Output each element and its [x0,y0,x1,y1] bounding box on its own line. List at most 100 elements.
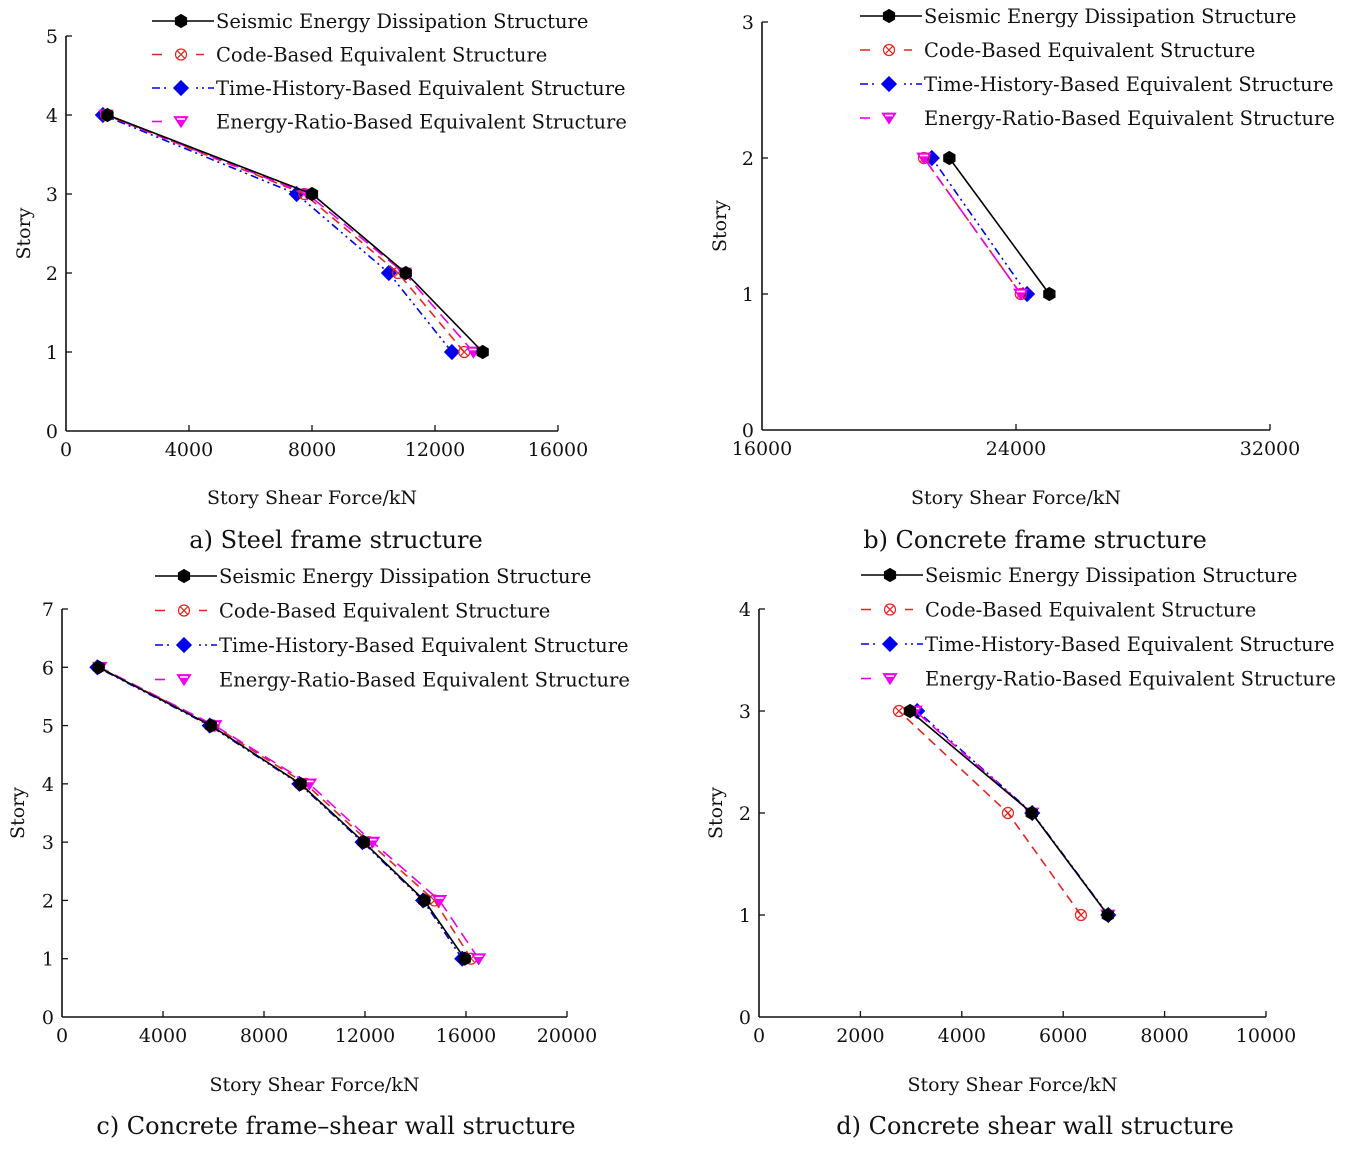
x-axis-label: Story Shear Force/kN [207,487,417,509]
legend-item: Time-History-Based Equivalent Structure [152,77,626,100]
x-tick-label: 10000 [1236,1025,1296,1047]
series-line [898,710,1082,916]
legend-item: Seismic Energy Dissipation Structure [860,5,1296,28]
legend-label: Code-Based Equivalent Structure [925,599,1256,622]
legend-label: Time-History-Based Equivalent Structure [216,77,626,100]
y-tick-label: 1 [739,905,751,927]
chart-panel-d: 0 2000 4000 6000 8000 10000 0 1 2 3 4 Story Shear F… [705,564,1336,1140]
legend-triangle-down-marker [173,116,189,129]
x-tick-label: 12000 [405,439,465,461]
x-axis-label: Story Shear Force/kN [908,1074,1118,1096]
y-axis-label: Story [705,787,727,839]
y-tick-label: 2 [46,263,58,285]
legend-circle-x-marker [883,603,897,616]
series-triangle-down-c [92,661,487,966]
legend-label: Seismic Energy Dissipation Structure [219,565,591,588]
x-tick-label: 24000 [986,438,1046,460]
legend-triangle-down-marker [176,674,192,687]
legend-item: Time-History-Based Equivalent Structure [860,73,1334,96]
x-tick-label: 12000 [335,1025,395,1047]
legend: Seismic Energy Dissipation Structure Code… [861,564,1336,691]
x-tick-label: 16000 [528,439,588,461]
series-circle-x-a [99,108,471,359]
y-tick-label: 0 [739,1007,751,1029]
series-line [102,114,453,353]
legend-circle-x-marker [174,48,188,61]
legend-item: Seismic Energy Dissipation Structure [155,565,591,588]
y-tick-label: 3 [46,184,58,206]
legend-item: Time-History-Based Equivalent Structure [861,633,1335,656]
legend-label: Seismic Energy Dissipation Structure [924,5,1296,28]
data-point-hexagon-marker [943,150,956,166]
x-tick-label: 8000 [1140,1025,1188,1047]
x-tick-label: 16000 [732,438,792,460]
y-tick-label: 2 [739,803,751,825]
y-tick-label: 1 [742,284,754,306]
legend-diamond-marker [175,636,193,654]
series-line [105,114,475,353]
legend-item: Energy-Ratio-Based Equivalent Structure [861,668,1336,691]
panel-caption: c) Concrete frame–shear wall structure [96,1112,575,1140]
x-axis-label: Story Shear Force/kN [210,1074,420,1096]
legend-label: Energy-Ratio-Based Equivalent Structure [924,107,1335,130]
x-axis-label: Story Shear Force/kN [911,487,1121,509]
panel-caption: a) Steel frame structure [189,526,482,554]
legend-triangle-down-marker [882,673,898,686]
legend-label: Seismic Energy Dissipation Structure [216,10,588,33]
panel-caption: b) Concrete frame structure [863,526,1207,554]
x-tick-label: 4000 [938,1025,986,1047]
data-point-hexagon-marker [399,265,412,281]
x-tick-label: 16000 [436,1025,496,1047]
x-tick-label: 0 [56,1025,68,1047]
legend-label: Code-Based Equivalent Structure [924,39,1255,62]
panel-caption: d) Concrete shear wall structure [836,1112,1234,1140]
legend-item: Seismic Energy Dissipation Structure [861,564,1297,587]
legend-item: Time-History-Based Equivalent Structure [155,634,629,657]
series-line [105,114,465,353]
y-tick-label: 5 [46,26,58,48]
series-line [96,666,463,960]
series-line [107,114,484,353]
data-point-triangle-down-marker [470,953,487,966]
x-tick-label: 4000 [139,1025,187,1047]
data-point-hexagon-marker [92,660,105,675]
y-tick-label: 4 [46,105,58,127]
y-tick-label: 2 [742,148,754,170]
chart-panel-c: 0 4000 8000 12000 16000 20000 0 1 2 3 4 5 6 7 Story Sh… [7,565,630,1140]
y-tick-label: 7 [42,599,54,621]
legend-hexagon-marker [177,568,191,584]
data-point-hexagon-marker [476,344,489,360]
series-line [98,666,472,960]
y-tick-label: 1 [46,342,58,364]
data-point-circle-x-marker [1074,908,1088,922]
legend-item: Energy-Ratio-Based Equivalent Structure [860,107,1335,130]
x-tick-label: 6000 [1039,1025,1087,1047]
legend-label: Time-History-Based Equivalent Structure [924,73,1334,96]
data-point-hexagon-marker [357,835,370,850]
x-tick-label: 32000 [1240,438,1300,460]
x-tick-label: 0 [60,439,72,461]
series-line [909,710,1109,916]
y-tick-label: 4 [42,774,54,796]
data-point-hexagon-marker [305,186,319,202]
data-point-hexagon-marker [904,703,917,719]
legend-label: Energy-Ratio-Based Equivalent Structure [216,111,627,134]
legend: Seismic Energy Dissipation Structure Code… [152,10,627,134]
y-tick-label: 3 [739,701,751,723]
x-tick-label: 20000 [537,1025,597,1047]
legend: Seismic Energy Dissipation Structure Code… [860,5,1335,130]
series-circle-x-c [92,661,478,965]
legend-diamond-marker [880,75,898,93]
legend-item: Code-Based Equivalent Structure [860,39,1255,62]
x-tick-label: 4000 [165,439,213,461]
data-point-hexagon-marker [1025,805,1038,821]
legend-item: Code-Based Equivalent Structure [152,44,547,67]
series-hexagon-c [92,660,471,966]
series-triangle-down-d [907,705,1116,922]
legend-label: Code-Based Equivalent Structure [216,44,547,67]
y-tick-label: 3 [742,12,754,34]
legend-item: Code-Based Equivalent Structure [861,599,1256,622]
legend-triangle-down-marker [881,112,897,125]
legend-item: Energy-Ratio-Based Equivalent Structure [155,669,630,692]
